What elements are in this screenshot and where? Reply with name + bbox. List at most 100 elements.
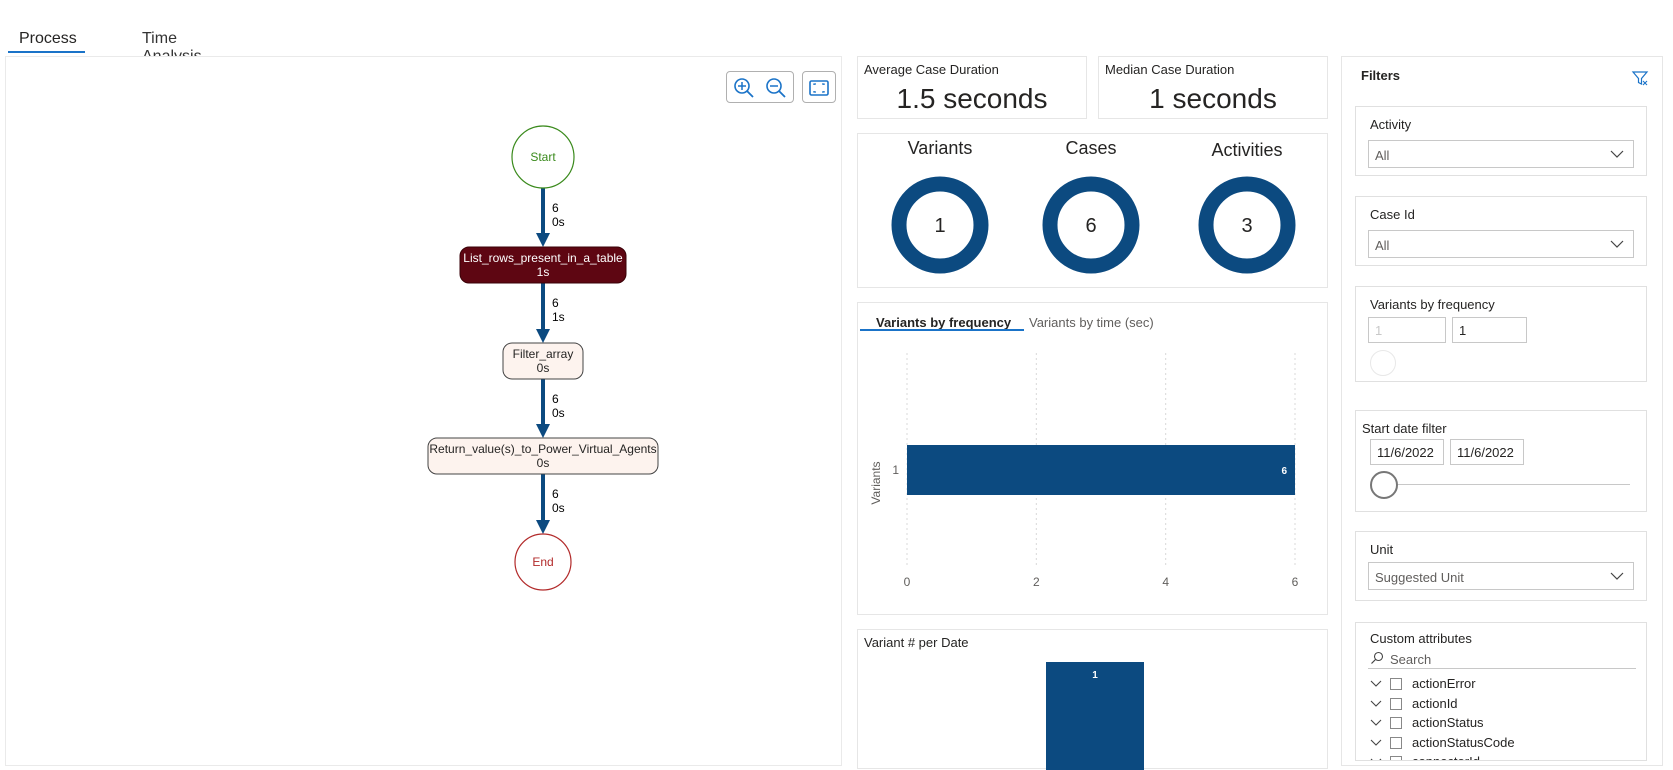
variant-per-date-chart: 1	[1046, 662, 1144, 770]
attribute-label: actionStatusCode	[1412, 734, 1515, 750]
process-edges	[536, 188, 550, 534]
custom-attributes-search[interactable]: Search	[1368, 649, 1636, 669]
avg-duration-card: Average Case Duration 1.5 seconds	[857, 56, 1087, 119]
fit-screen-icon	[809, 80, 829, 96]
edge-2-count: 6	[552, 296, 559, 310]
activities-stat-label: Activities	[1211, 140, 1283, 160]
variants-stat-label: Variants	[907, 138, 973, 158]
activity-node-return-value[interactable]: Return_value(s)_to_Power_Virtual_Agents …	[427, 437, 659, 475]
case-id-dropdown[interactable]: All	[1368, 230, 1634, 258]
variant-per-date-title: Variant # per Date	[864, 635, 969, 650]
unit-dropdown-value: Suggested Unit	[1375, 570, 1464, 585]
variants-ylabel: Variants	[869, 461, 883, 504]
chevron-down-icon	[1610, 150, 1624, 158]
activity-node-name: List_rows_present_in_a_table	[463, 251, 623, 265]
filters-title: Filters	[1361, 68, 1401, 83]
edge-3-time: 0s	[552, 406, 565, 420]
start-node[interactable]: Start	[511, 125, 575, 189]
avg-duration-label: Average Case Duration	[864, 62, 999, 77]
activity-dropdown[interactable]: All	[1368, 140, 1634, 168]
x-tick-label: 6	[1292, 575, 1299, 589]
variants-chart-card: Variants by frequency Variants by time (…	[857, 302, 1328, 615]
attribute-label: actionError	[1412, 676, 1476, 691]
end-node-label: End	[532, 555, 553, 569]
edge-2-time: 1s	[552, 310, 565, 324]
attribute-checkbox[interactable]	[1390, 697, 1402, 710]
case-id-filter: Case Id All	[1355, 196, 1647, 266]
activity-filter: Activity All	[1355, 106, 1647, 176]
activity-node-name: Return_value(s)_to_Power_Virtual_Agents	[429, 442, 656, 456]
attribute-checkbox[interactable]	[1390, 678, 1402, 690]
cases-stat-value: 6	[1085, 215, 1096, 237]
start-date-filter: Start date filter 11/6/2022 11/6/2022	[1355, 410, 1647, 512]
avg-duration-value: 1.5 seconds	[896, 83, 1048, 114]
activity-filter-label: Activity	[1370, 117, 1412, 132]
chevron-down-icon[interactable]	[1370, 717, 1382, 729]
attribute-label: actionStatus	[1412, 715, 1484, 730]
tab-variants-by-frequency[interactable]: Variants by frequency	[876, 315, 1012, 330]
attribute-label: connectorId	[1412, 754, 1480, 760]
variants-frequency-slider-handle[interactable]	[1370, 350, 1396, 376]
attribute-checkbox[interactable]	[1390, 756, 1402, 760]
start-date-slider-handle[interactable]	[1370, 471, 1398, 499]
zoom-in-icon[interactable]	[733, 77, 755, 99]
start-date-to-input[interactable]: 11/6/2022	[1450, 439, 1524, 465]
chevron-down-icon[interactable]	[1370, 698, 1382, 710]
unit-filter-label: Unit	[1370, 542, 1394, 557]
attribute-checkbox[interactable]	[1390, 717, 1402, 729]
edge-4-time: 0s	[552, 501, 565, 515]
start-date-from-input[interactable]: 11/6/2022	[1370, 439, 1444, 465]
fit-screen-button[interactable]	[802, 71, 836, 103]
chevron-down-icon[interactable]	[1370, 756, 1382, 761]
cases-stat-label: Cases	[1065, 138, 1117, 158]
activity-node-filter-array[interactable]: Filter_array 0s	[502, 342, 584, 380]
chevron-down-icon[interactable]	[1370, 737, 1382, 749]
stats-card: Variants Cases Activities 1 6 3	[857, 133, 1328, 288]
variants-bar-chart: Variants 0 2 4 6 1 6	[869, 353, 1299, 589]
bar-data-label: 1	[1092, 670, 1098, 681]
y-tick-label: 1	[892, 463, 899, 477]
filter-icon[interactable]	[1631, 69, 1649, 87]
attribute-checkbox[interactable]	[1390, 736, 1402, 749]
variant-per-date-card: Variant # per Date 1	[857, 629, 1328, 770]
case-id-dropdown-value: All	[1375, 238, 1390, 253]
activity-node-list-rows[interactable]: List_rows_present_in_a_table 1s	[459, 246, 627, 284]
custom-attributes-filter: Custom attributes Search actionError acti…	[1355, 622, 1647, 761]
unit-dropdown[interactable]: Suggested Unit	[1368, 562, 1634, 590]
activities-stat-value: 3	[1241, 215, 1252, 237]
variants-frequency-max-input[interactable]: 1	[1452, 317, 1527, 343]
active-tab-indicator	[8, 51, 85, 53]
activity-node-duration: 0s	[537, 456, 550, 470]
variants-frequency-filter: Variants by frequency 1 1	[1355, 286, 1647, 382]
median-duration-card: Median Case Duration 1 seconds	[1098, 56, 1328, 119]
activity-node-duration: 1s	[537, 265, 550, 279]
search-icon	[1371, 651, 1384, 664]
zoom-controls	[726, 71, 794, 103]
variants-frequency-label: Variants by frequency	[1370, 297, 1495, 312]
edge-3-count: 6	[552, 392, 559, 406]
start-date-label: Start date filter	[1362, 421, 1447, 436]
edge-1-time: 0s	[552, 215, 565, 229]
chevron-down-icon[interactable]	[1370, 678, 1382, 690]
tab-process[interactable]: Process	[19, 30, 77, 47]
edge-1-count: 6	[552, 201, 559, 215]
stats-donuts: 1 6 3	[891, 176, 1296, 274]
variant-bar[interactable]	[907, 445, 1295, 495]
activity-node-duration: 0s	[537, 361, 550, 375]
process-graph: 6 0s 6 1s 6 0s 6 0s Start List_rows_pres…	[427, 125, 659, 591]
start-date-slider-track	[1396, 484, 1630, 485]
tab-variants-by-time[interactable]: Variants by time (sec)	[1029, 315, 1154, 330]
end-node[interactable]: End	[514, 533, 572, 591]
edge-4-count: 6	[552, 487, 559, 501]
zoom-out-icon[interactable]	[765, 77, 787, 99]
bar-data-label: 6	[1281, 466, 1287, 477]
process-map-panel[interactable]: 6 0s 6 1s 6 0s 6 0s Start List_rows_pres…	[5, 56, 842, 766]
search-placeholder: Search	[1390, 652, 1432, 667]
chart-tab-indicator	[860, 329, 1024, 331]
date-bar[interactable]	[1046, 662, 1144, 770]
case-id-filter-label: Case Id	[1370, 207, 1415, 222]
variants-frequency-min-input[interactable]: 1	[1368, 317, 1446, 343]
variants-donut: 1	[891, 176, 989, 274]
x-tick-label: 2	[1033, 575, 1040, 589]
activity-dropdown-value: All	[1375, 148, 1390, 163]
